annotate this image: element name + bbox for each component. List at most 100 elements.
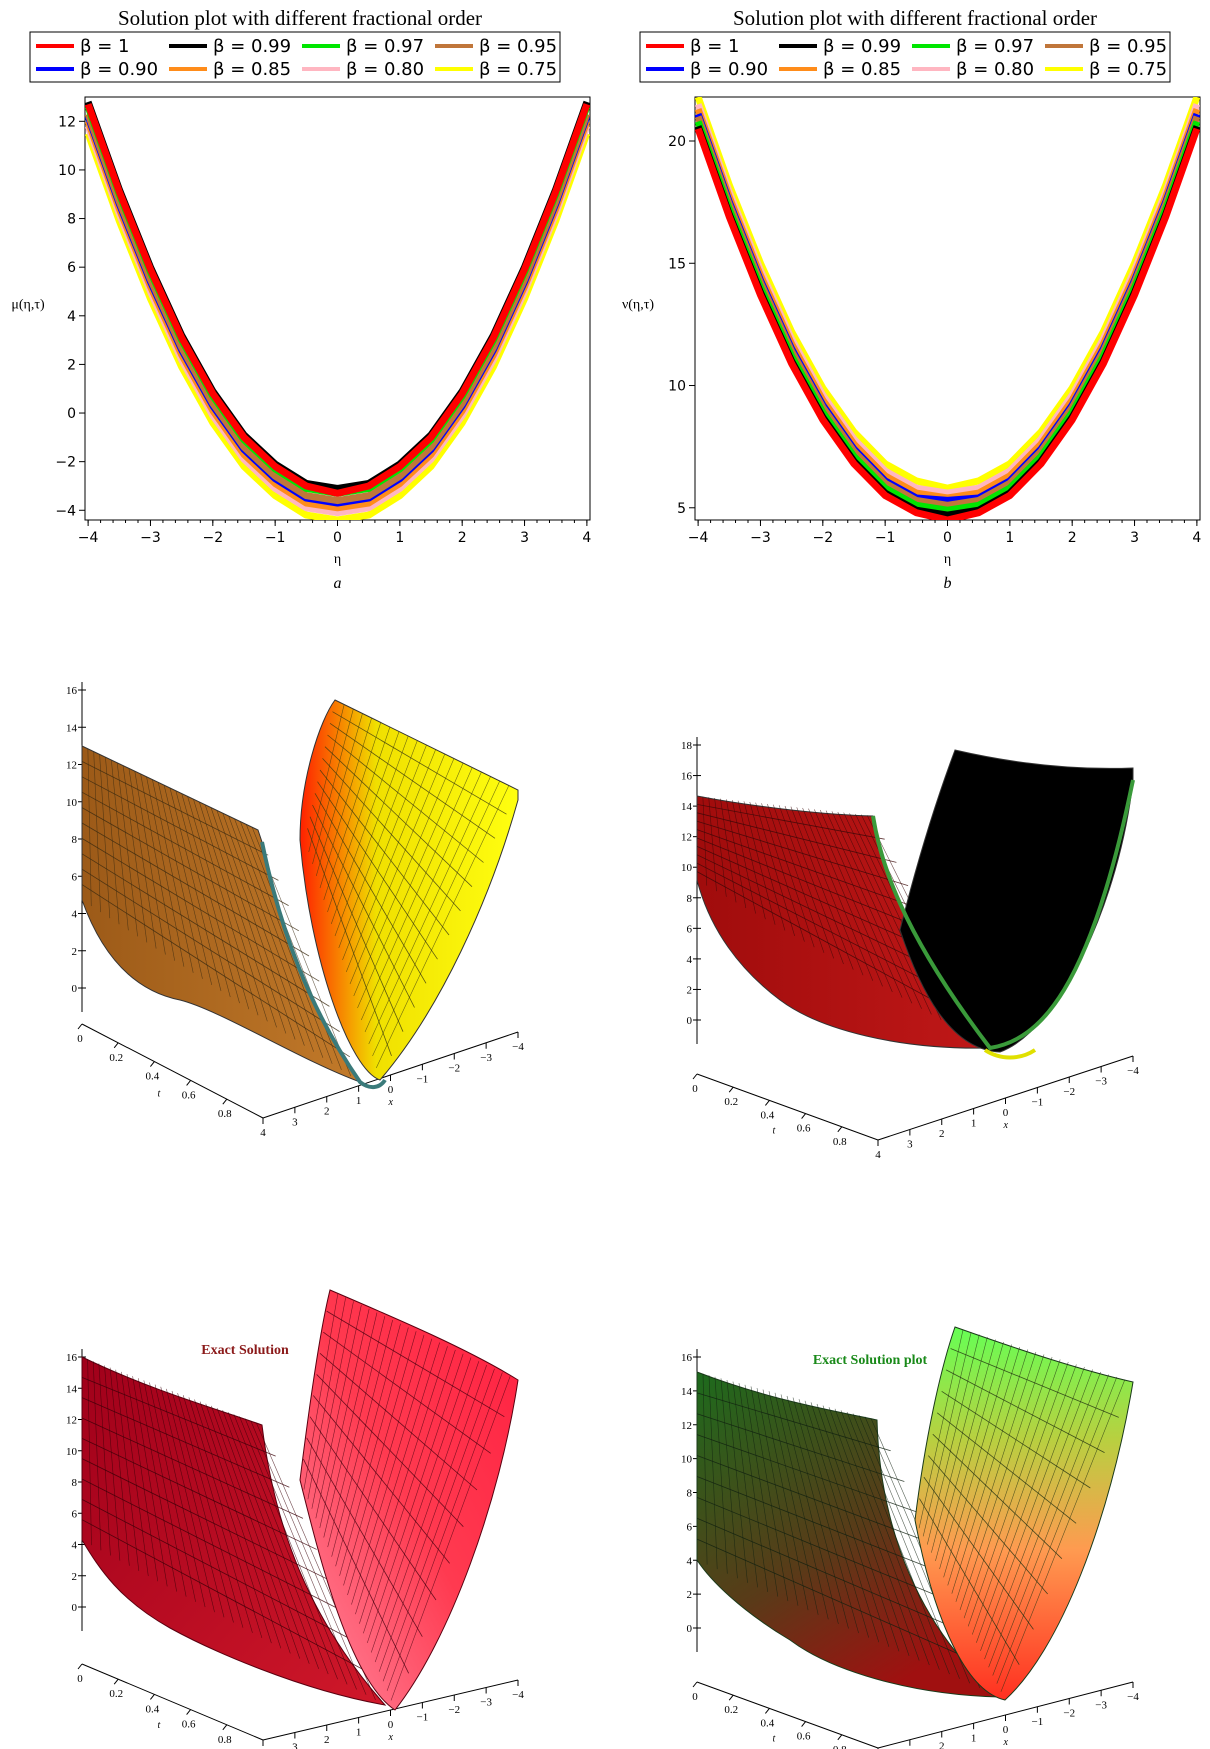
z-tick-label: 14 — [681, 801, 693, 813]
surface-right-grid-col — [976, 1364, 1077, 1643]
surface-left-grid-col — [726, 799, 747, 909]
x-tick-label: 3 — [520, 530, 529, 546]
x-tick-label: 1 — [971, 1118, 977, 1130]
y-tick-label: 10 — [58, 163, 76, 179]
surface-left-grid-col — [175, 790, 231, 998]
surface-left-grid-col — [234, 818, 324, 1058]
surface-left-grid-col — [828, 1407, 920, 1661]
t-tick — [837, 1126, 843, 1133]
surface-left-grid-col — [210, 807, 287, 1034]
surface-plot-exact-plot: 024681012141600.20.40.60.8t43210−1−2−3−4… — [681, 1326, 1139, 1749]
legend-label-1: β = 1 — [80, 36, 129, 57]
x-tick-label: −4 — [1127, 1691, 1139, 1703]
x-tick-label: −4 — [78, 530, 99, 546]
y-tick-label: 20 — [668, 134, 686, 150]
surface-right-grid-col — [382, 1368, 495, 1682]
z-tick-label: 6 — [687, 923, 693, 935]
surface-left-grid-col — [750, 1386, 789, 1602]
surface-left-grid-col — [702, 796, 708, 886]
x-tick-label: 4 — [1192, 530, 1201, 546]
surface-left-grid-col — [825, 810, 913, 1004]
surface-left-grid-col — [143, 1380, 187, 1597]
surface-plot-d: 02468101214161800.20.40.60.8t43210−1−2−3… — [681, 737, 1139, 1161]
surface-left-grid-col — [104, 1365, 121, 1561]
z-tick-label: 16 — [66, 1352, 78, 1364]
surface-left-grid-col — [798, 1399, 869, 1638]
surface-left-grid-col — [121, 1371, 149, 1577]
x-tick-label: −2 — [812, 530, 833, 546]
z-tick-label: 6 — [687, 1521, 693, 1533]
surface-left-grid-col — [837, 811, 932, 1015]
panel-label: a — [334, 575, 342, 592]
surface-left-grid-col — [786, 1395, 849, 1629]
surface-right-grid-col — [926, 1334, 980, 1545]
series-group — [695, 97, 1200, 520]
y-tick-label: 12 — [58, 114, 76, 130]
y-tick-label: −4 — [55, 503, 76, 519]
y-tick-label: 2 — [67, 357, 76, 373]
x-tick-label: 0 — [943, 530, 952, 546]
x-tick-label: 1 — [1005, 530, 1014, 546]
chart-title: Solution plot with different fractional … — [118, 6, 482, 30]
x-tick-label: −1 — [1032, 1097, 1044, 1109]
t-tick-label: 0.4 — [146, 1071, 160, 1083]
surface-left-grid-col — [840, 1410, 940, 1670]
x-tick-label: 0 — [388, 1719, 394, 1731]
exact-solution-title: Exact Solution — [201, 1343, 289, 1358]
surface-left-grid-col — [193, 799, 259, 1016]
t-axis — [81, 1023, 264, 1119]
surface-left-grid-col — [743, 801, 776, 925]
t-axis-label: t — [157, 1720, 160, 1731]
surface-right-grid-col — [955, 1351, 1037, 1602]
surface-left-grid-col — [87, 1359, 92, 1546]
surface-right-grid-col — [339, 1327, 409, 1576]
surface-left-grid-col — [228, 815, 314, 1052]
surface-right-grid-col — [931, 1336, 988, 1553]
surface-left-grid-col — [222, 1410, 319, 1670]
surface-left-grid-col — [772, 804, 825, 953]
surface-left-grid-col — [132, 1376, 168, 1587]
surface-left-grid-col — [92, 1361, 102, 1551]
surface-left-grid-col — [804, 1400, 880, 1643]
surface-left-grid-col — [852, 1413, 960, 1679]
surface-left-grid-col — [163, 785, 213, 986]
z-tick-label: 0 — [72, 1602, 78, 1614]
x-tick-label: −4 — [1127, 1065, 1139, 1077]
surface-left-grid-col — [216, 1407, 310, 1664]
x-tick-label: −4 — [512, 1689, 524, 1701]
legend-label-0-90: β = 0.90 — [80, 59, 158, 80]
surface-left-grid-col — [122, 765, 148, 943]
surface-left-grid-col — [846, 1411, 950, 1675]
surface-right-grid-col — [368, 776, 491, 1045]
exact-solution-plot-title: Exact Solution plot — [813, 1353, 928, 1368]
z-tick-label: 12 — [681, 1420, 692, 1432]
t-tick-label: 0.6 — [182, 1089, 196, 1101]
t-tick-label: 0.8 — [833, 1136, 847, 1148]
x-tick-label: 0 — [1003, 1724, 1009, 1736]
y-tick-label: 8 — [67, 212, 76, 228]
x-tick-label: 2 — [939, 1741, 945, 1749]
surface-right-grid-col — [963, 1356, 1053, 1619]
y-tick-label: 15 — [668, 256, 686, 272]
t-tick — [113, 1678, 119, 1685]
surface-left-grid-col — [137, 1378, 177, 1592]
surface-left-grid-col — [105, 757, 120, 925]
surface-left-grid-col — [149, 1382, 196, 1602]
chart-a: Solution plot with different fractional … — [11, 6, 591, 592]
t-tick-label: 0.4 — [761, 1109, 775, 1121]
t-tick — [222, 1724, 228, 1731]
x-tick-label: −1 — [875, 530, 896, 546]
surface-right-grid-col — [967, 1359, 1061, 1627]
t-axis-label: t — [772, 1126, 775, 1137]
surface-right-grid-col — [947, 1346, 1021, 1586]
surface-right-grid-col — [374, 1361, 480, 1663]
x-tick-label: −1 — [417, 1073, 429, 1085]
surface-left-grid-col — [767, 803, 815, 948]
t-axis — [696, 1073, 879, 1141]
surface-left-grid-col — [737, 800, 766, 920]
z-tick-label: 8 — [72, 1477, 78, 1489]
legend-label-0-85: β = 0.85 — [823, 59, 901, 80]
x-axis-label: x — [1003, 1737, 1009, 1748]
surface-left-grid-col — [762, 1389, 809, 1611]
